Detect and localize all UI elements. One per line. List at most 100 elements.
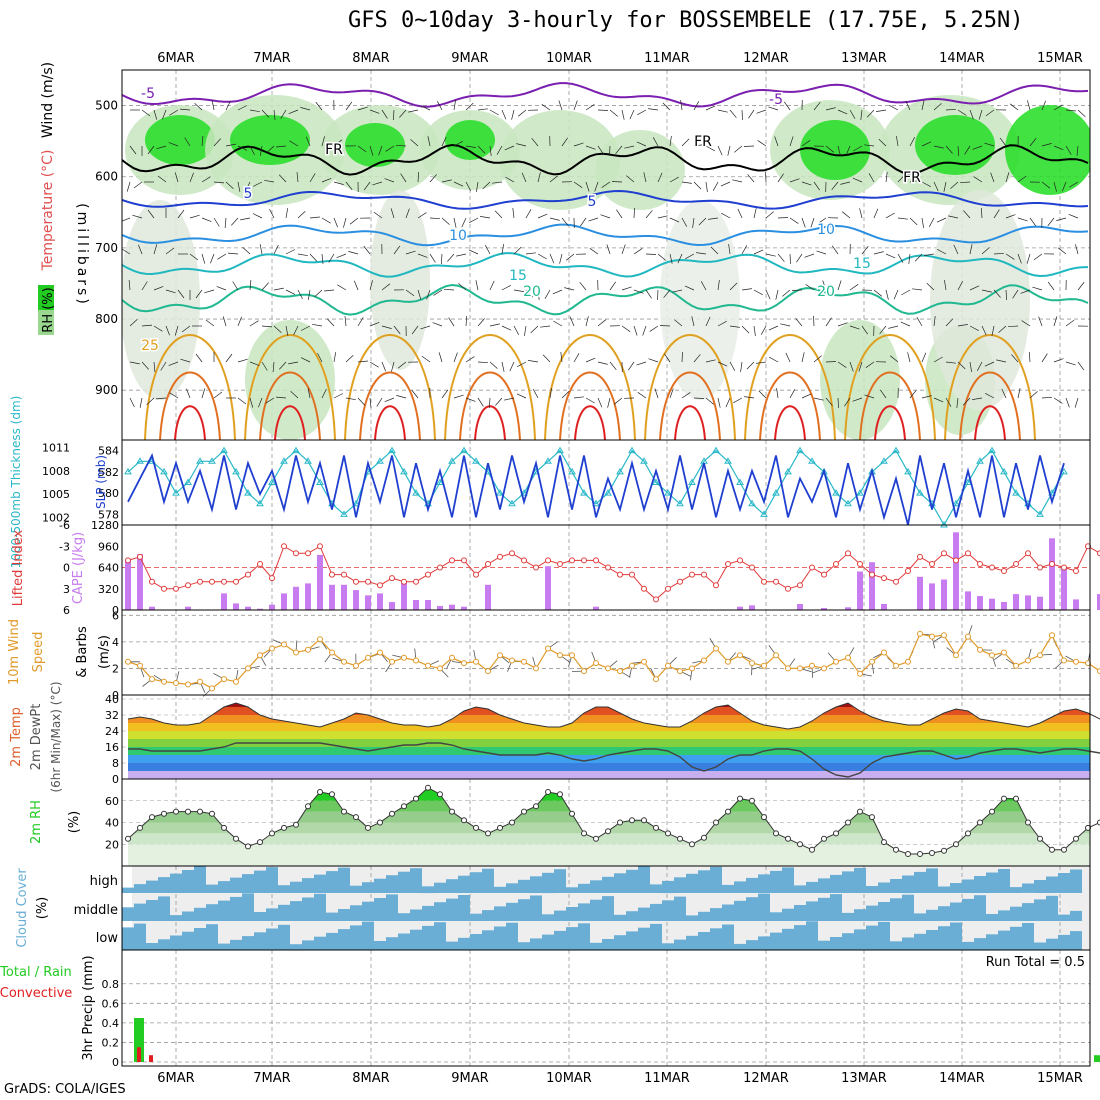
- rh-shading: [1005, 105, 1090, 195]
- wind-axis-label: & Barbs: [75, 626, 90, 678]
- wind-barb: [569, 316, 575, 327]
- cloud-bar: [374, 941, 386, 950]
- rh-series-point: [581, 830, 587, 837]
- wind-barb: [888, 325, 899, 329]
- thickness-series-point: [988, 446, 996, 454]
- wind-speed-series-point: [941, 632, 947, 639]
- wind-barb: [717, 361, 728, 367]
- wind-barb: [585, 397, 595, 404]
- wind-barb: [729, 325, 740, 328]
- cloud-bar: [674, 896, 686, 921]
- wind-barb: [957, 281, 964, 291]
- cloud-bar: [686, 915, 698, 921]
- rh-series-point: [281, 824, 287, 831]
- wind-barb: [489, 361, 498, 369]
- cloud-bar: [590, 942, 602, 951]
- lifted-index-series-point: [293, 550, 299, 557]
- wind-barb: [768, 325, 779, 331]
- wind-barb: [476, 181, 479, 192]
- rh-series-point: [1073, 835, 1079, 842]
- wind-barb: [597, 361, 608, 365]
- cloud-bar: [170, 935, 182, 950]
- cloud-bar: [794, 905, 806, 921]
- cape-bar: [353, 590, 359, 610]
- cape-bar: [929, 583, 935, 610]
- cape-bar: [917, 576, 923, 610]
- cloud-axis-label: (%): [35, 897, 50, 920]
- wind-speed-series-point: [893, 662, 899, 669]
- rh-series-point: [233, 835, 239, 842]
- thickness-series-point: [172, 489, 180, 496]
- rh-shading: [370, 190, 430, 370]
- wind-barb: [495, 397, 503, 406]
- isotherm-25: [144, 334, 236, 440]
- wind-barb: [153, 109, 158, 120]
- wind-barb: [278, 174, 287, 183]
- wind-barb: [1032, 286, 1043, 291]
- cape-bar: [1073, 599, 1079, 610]
- temp-tick-label: 8: [112, 757, 119, 770]
- wind-barb: [433, 289, 443, 296]
- isotherm-35: [374, 405, 406, 440]
- wind-speed-series-point: [1049, 632, 1055, 639]
- pressure-tick-label: 600: [95, 170, 118, 184]
- lifted-index-series-point: [857, 561, 863, 567]
- cloud-bar: [626, 869, 638, 893]
- thickness-series-point: [904, 467, 912, 475]
- wind-barb: [990, 172, 995, 183]
- wind-barb: [307, 388, 311, 399]
- wind-barb: [945, 145, 953, 154]
- thickness-series-point: [304, 457, 312, 464]
- wind-barb: [1053, 104, 1063, 111]
- wind-barb: [624, 145, 635, 149]
- cloud-bar: [278, 904, 290, 921]
- wind-barb: [885, 212, 895, 219]
- cloud-bar: [566, 887, 578, 893]
- wind-speed-series-point: [857, 670, 863, 677]
- wind-barb: [225, 143, 236, 147]
- wind-barb: [275, 396, 287, 399]
- cloud-level-label: high: [90, 874, 118, 889]
- wind-barb: [201, 217, 212, 222]
- wind-speed-series-point: [677, 668, 683, 675]
- wind-barb: [549, 217, 560, 221]
- wind-barb: [297, 210, 306, 219]
- rh-series-point: [1061, 846, 1067, 853]
- cape-bar: [437, 606, 443, 610]
- wind-barb: [981, 289, 992, 293]
- cloud-bar: [482, 910, 494, 921]
- cape-bar: [737, 606, 743, 610]
- top-date-label: 8MAR: [352, 51, 389, 66]
- wind-barb: [933, 181, 939, 192]
- wind-barb: [357, 106, 368, 111]
- isotherm-25: [344, 334, 436, 440]
- cloud-bar: [914, 913, 926, 921]
- wind-barb: [333, 217, 339, 228]
- wind-barb: [441, 179, 452, 183]
- cloud-bar: [602, 896, 614, 921]
- wind-speed-series-point: [569, 652, 575, 659]
- wind-barb: [157, 175, 167, 183]
- wind-barb: [213, 181, 225, 184]
- wind-barb: [426, 289, 431, 300]
- isotherm-30: [859, 371, 921, 440]
- cloud-bar: [830, 874, 842, 893]
- precip-legend-total: Total / Rain: [0, 965, 72, 980]
- cloud-bar: [866, 905, 878, 921]
- rh-series-point: [737, 795, 743, 802]
- wind-barb: [280, 109, 287, 119]
- temperature-band: [128, 739, 1090, 747]
- cloud-bar: [398, 871, 410, 893]
- wind-barb: [525, 252, 536, 255]
- wind-barb: [139, 397, 143, 408]
- wind-speed-series-point: [653, 676, 659, 683]
- cloud-bar: [362, 921, 374, 950]
- rh-band: [128, 787, 1090, 801]
- lifted-index-series-point: [461, 557, 467, 564]
- cloud-bar: [230, 877, 242, 893]
- wind-barb: [657, 172, 663, 183]
- cloud-bar: [806, 921, 818, 950]
- wind-barb: [1021, 320, 1031, 327]
- wind-barb: [168, 361, 179, 366]
- wind-barb: [733, 397, 743, 404]
